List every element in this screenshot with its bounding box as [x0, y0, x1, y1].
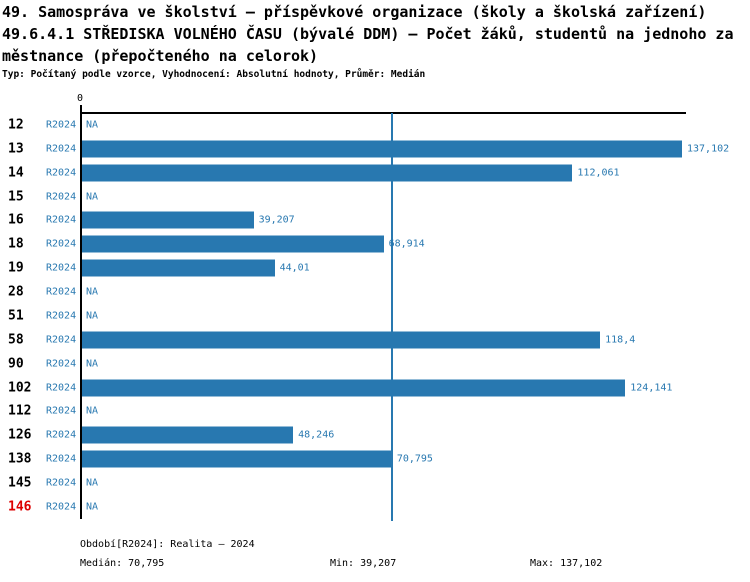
category-label: 146 [8, 499, 32, 515]
footer-max: Max: 137,102 [530, 558, 603, 569]
value-bar [82, 450, 392, 468]
chart-row: 18 R2024 68,914 [0, 232, 750, 256]
value-bar [82, 426, 294, 444]
chart-row: 102 R2024 124,141 [0, 376, 750, 400]
period-tag: R2024 [46, 501, 77, 513]
value-label: 39,207 [258, 214, 295, 226]
chart-row: 146 R2024 NA [0, 495, 750, 519]
value-label: 44,01 [279, 262, 310, 274]
chart-row: 112 R2024 NA [0, 400, 750, 424]
chart-row: 19 R2024 44,01 [0, 256, 750, 280]
period-tag: R2024 [46, 334, 77, 346]
value-label: 118,4 [605, 334, 636, 346]
na-label: NA [86, 477, 99, 489]
page-title-line2: 49.6.4.1 STŘEDISKA VOLNÉHO ČASU (bývalé … [2, 25, 734, 43]
category-label: 138 [8, 451, 32, 467]
page-title-line3: městnance (přepočteného na celorok) [2, 47, 319, 65]
value-label: 70,795 [396, 453, 433, 465]
value-bar [82, 140, 682, 158]
footer-min: Min: 39,207 [330, 558, 397, 569]
category-label: 145 [8, 475, 32, 491]
period-tag: R2024 [46, 262, 77, 274]
value-label: 112,061 [577, 167, 620, 179]
category-label: 19 [8, 260, 24, 276]
category-label: 58 [8, 332, 24, 348]
na-label: NA [86, 191, 99, 203]
value-label: 137,102 [687, 143, 730, 155]
na-label: NA [86, 310, 99, 322]
period-tag: R2024 [46, 143, 77, 155]
chart-row: 14 R2024 112,061 [0, 161, 750, 185]
page-title-line1: 49. Samospráva ve školství – příspěvkové… [2, 3, 707, 21]
period-tag: R2024 [46, 119, 77, 131]
chart-row: 51 R2024 NA [0, 304, 750, 328]
axis-zero-tick-label: 0 [77, 93, 84, 104]
median-line [390, 113, 393, 521]
category-label: 126 [8, 427, 32, 443]
value-bar [82, 259, 275, 277]
na-label: NA [86, 119, 99, 131]
chart-row: 28 R2024 NA [0, 280, 750, 304]
chart-row: 13 R2024 137,102 [0, 137, 750, 161]
category-label: 15 [8, 189, 24, 205]
period-tag: R2024 [46, 310, 77, 322]
period-tag: R2024 [46, 214, 77, 226]
na-label: NA [86, 405, 99, 417]
period-tag: R2024 [46, 405, 77, 417]
value-bar [82, 211, 254, 229]
y-axis-line [80, 105, 82, 519]
chart-row: 15 R2024 NA [0, 185, 750, 209]
chart-row: 12 R2024 NA [0, 113, 750, 137]
na-label: NA [86, 286, 99, 298]
category-label: 112 [8, 403, 32, 419]
chart-row: 126 R2024 48,246 [0, 423, 750, 447]
value-label: 124,141 [630, 382, 673, 394]
period-tag: R2024 [46, 382, 77, 394]
category-label: 13 [8, 141, 24, 157]
value-label: 48,246 [298, 429, 335, 441]
category-label: 16 [8, 212, 24, 228]
period-tag: R2024 [46, 358, 77, 370]
period-tag: R2024 [46, 453, 77, 465]
category-label: 90 [8, 356, 24, 372]
period-tag: R2024 [46, 286, 77, 298]
footer-median: Medián: 70,795 [80, 558, 165, 569]
value-bar [82, 235, 384, 253]
value-bar [82, 379, 626, 397]
period-tag: R2024 [46, 191, 77, 203]
chart-row: 138 R2024 70,795 [0, 447, 750, 471]
period-tag: R2024 [46, 238, 77, 250]
na-label: NA [86, 501, 99, 513]
value-bar [82, 331, 601, 349]
footer-period: Období[R2024]: Realita – 2024 [80, 539, 255, 550]
value-label: 68,914 [388, 238, 425, 250]
x-axis-top-line [80, 112, 686, 114]
chart-row: 145 R2024 NA [0, 471, 750, 495]
chart-row: 58 R2024 118,4 [0, 328, 750, 352]
value-bar [82, 164, 573, 182]
na-label: NA [86, 358, 99, 370]
category-label: 28 [8, 284, 24, 300]
category-label: 51 [8, 308, 24, 324]
period-tag: R2024 [46, 477, 77, 489]
category-label: 102 [8, 380, 32, 396]
period-tag: R2024 [46, 167, 77, 179]
chart-meta-line: Typ: Počítaný podle vzorce, Vyhodnocení:… [2, 69, 426, 80]
category-label: 12 [8, 117, 24, 133]
chart-row: 90 R2024 NA [0, 352, 750, 376]
category-label: 14 [8, 165, 24, 181]
category-label: 18 [8, 236, 24, 252]
period-tag: R2024 [46, 429, 77, 441]
chart-row: 16 R2024 39,207 [0, 209, 750, 233]
